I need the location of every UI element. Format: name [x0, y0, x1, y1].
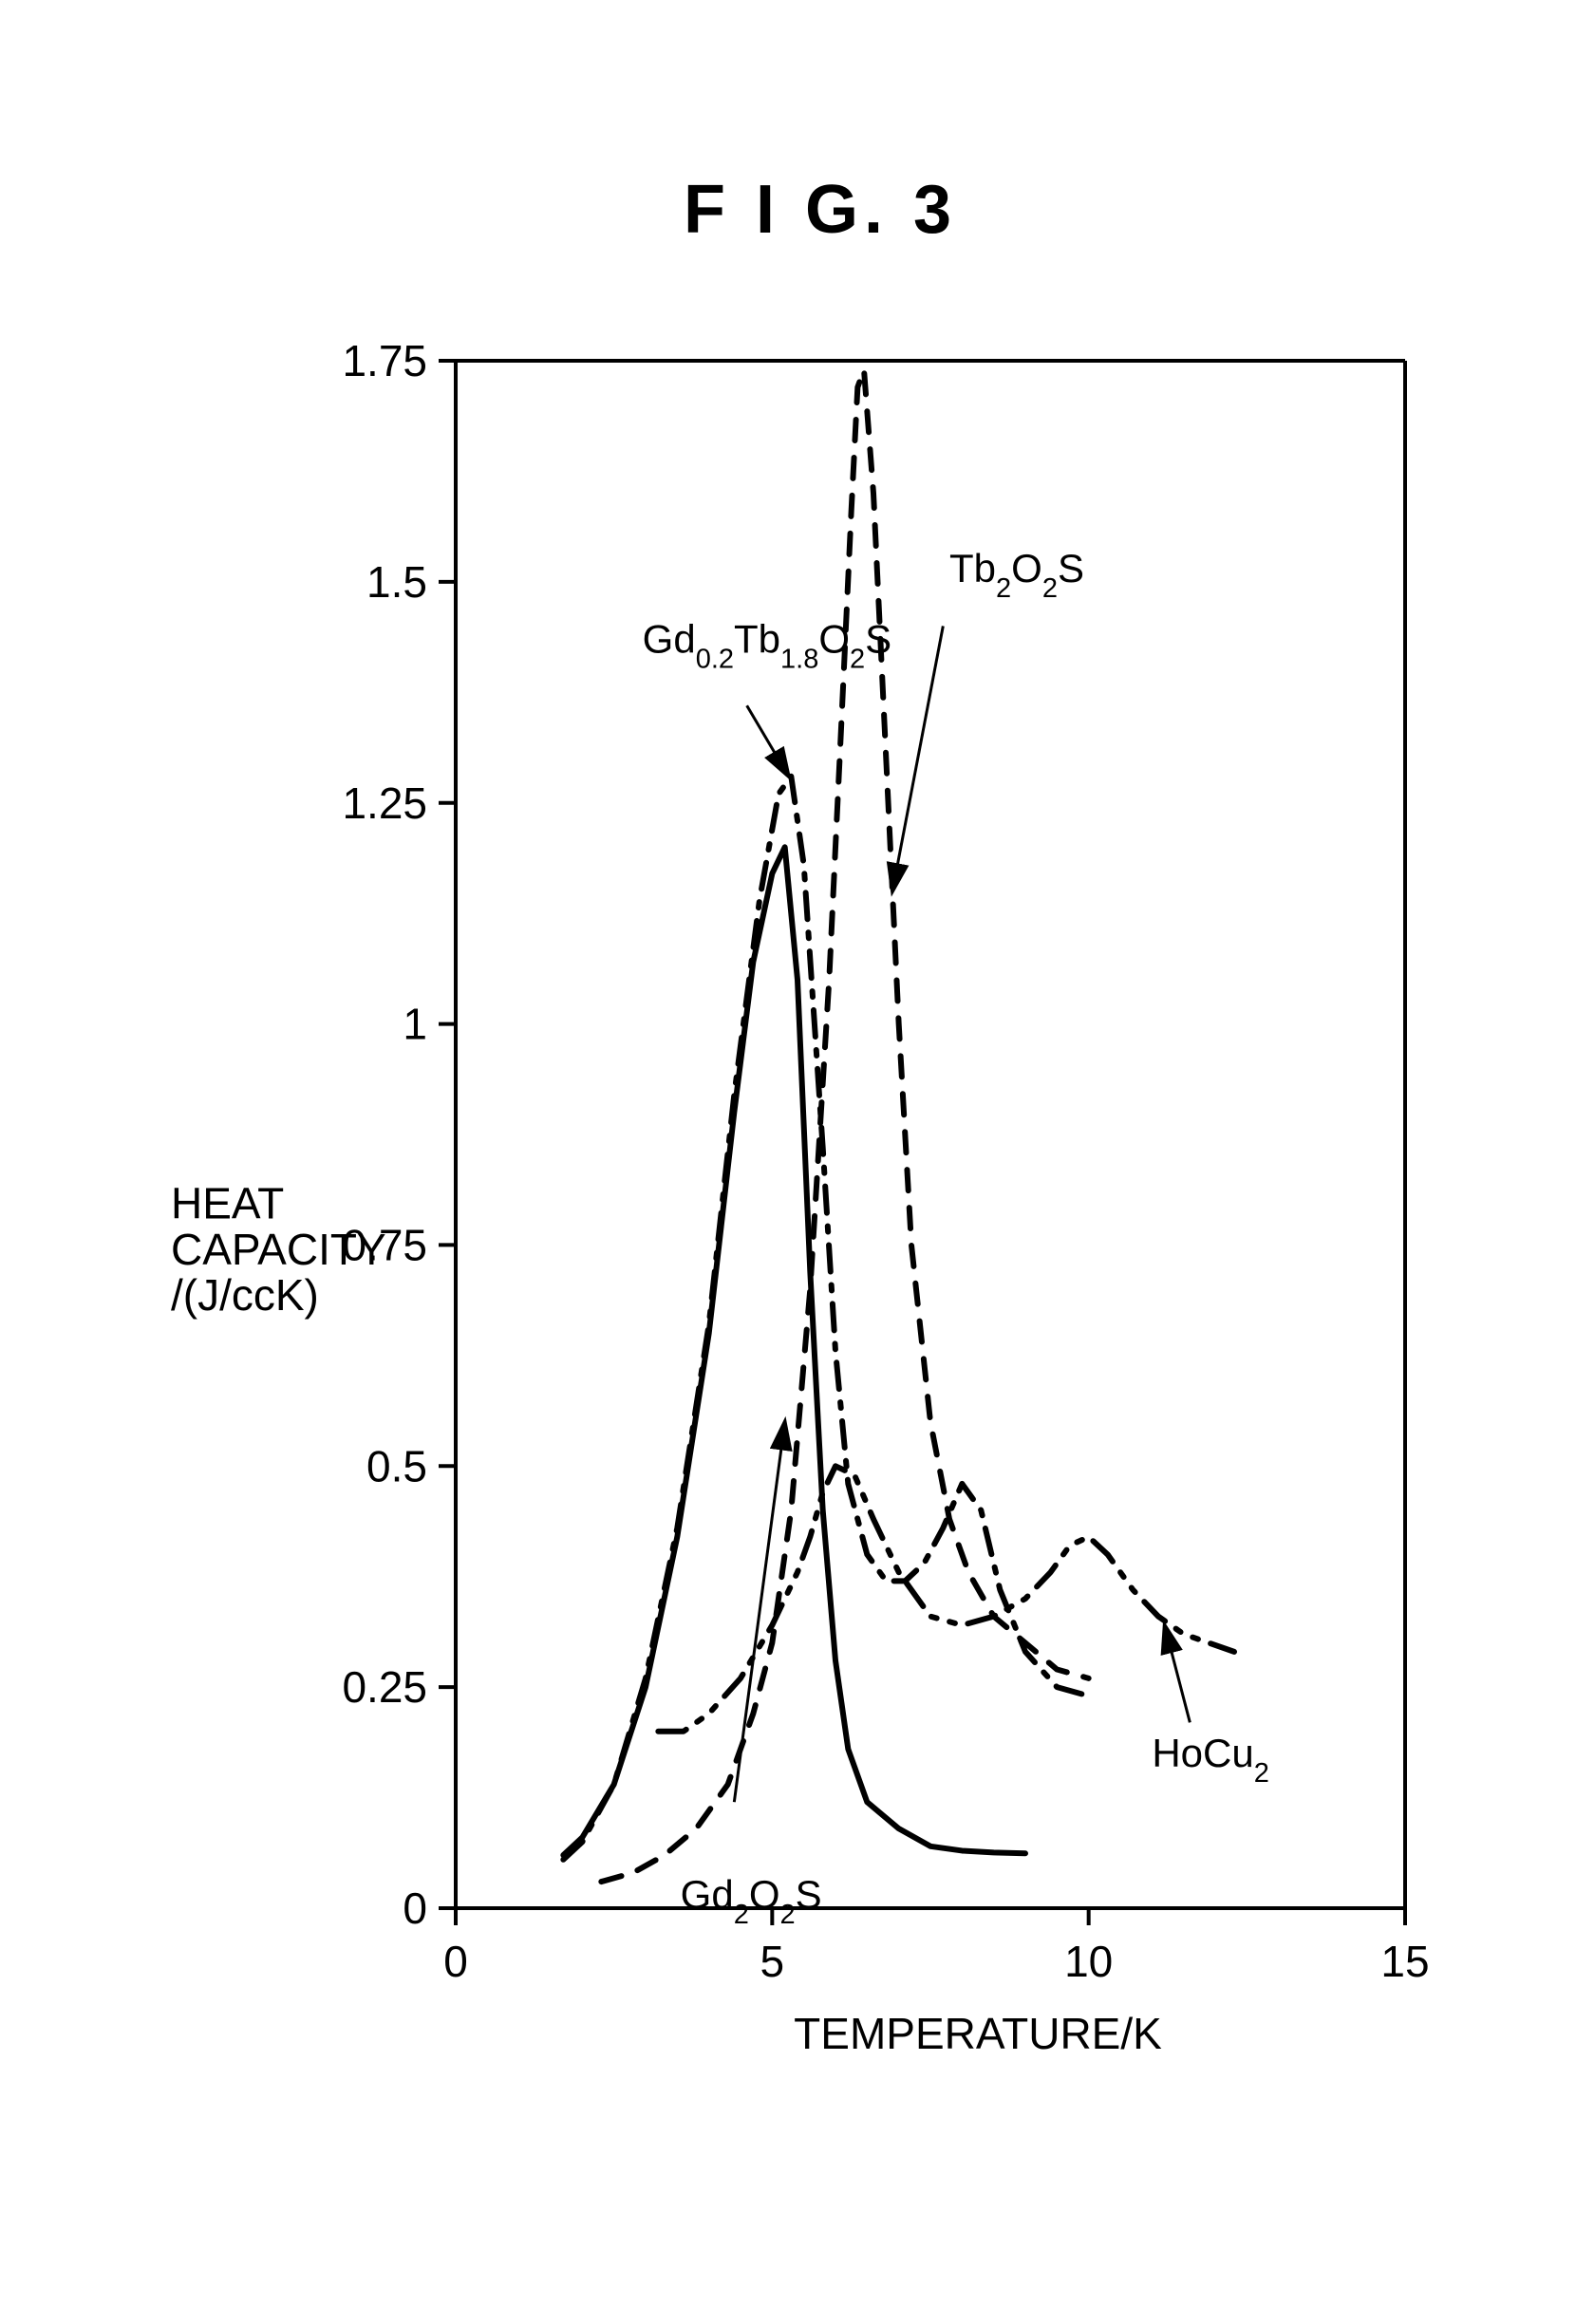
- x-axis-title: TEMPERATURE/K: [794, 2009, 1162, 2051]
- y-axis-title: HEATCAPACITY/(J/ccK): [171, 1178, 386, 1320]
- y-tick-label: 1: [403, 1000, 427, 1049]
- y-tick-label: 1.75: [342, 342, 427, 385]
- page-root: F I G. 3 05101500.250.50.7511.251.51.75T…: [0, 0, 1576, 2324]
- chart-container: 05101500.250.50.7511.251.51.75TEMPERATUR…: [104, 342, 1434, 2051]
- series-label: Gd0.2Tb1.8O2S: [643, 616, 892, 674]
- y-tick-label: 0.5: [366, 1441, 427, 1490]
- x-tick-label: 10: [1064, 1937, 1113, 1986]
- series-arrow-hocu2: [1165, 1625, 1191, 1722]
- series-gd2o2s: [563, 847, 1025, 1855]
- series-label: Gd2O2S: [681, 1872, 822, 1930]
- y-tick-label: 1.25: [342, 778, 427, 828]
- x-tick-label: 5: [760, 1937, 785, 1986]
- x-tick-label: 0: [443, 1937, 468, 1986]
- chart-svg: 05101500.250.50.7511.251.51.75TEMPERATUR…: [104, 342, 1434, 2051]
- series-tb2o2s: [601, 369, 1088, 1882]
- y-tick-label: 0.25: [342, 1662, 427, 1712]
- series-arrow-tb2o2s: [892, 626, 943, 890]
- series-hocu2: [658, 1466, 1234, 1731]
- y-tick-label: 1.5: [366, 557, 427, 607]
- figure-title: F I G. 3: [684, 171, 957, 249]
- series-label: Tb2O2S: [949, 546, 1084, 604]
- series-arrow-gd02tb18o2s: [747, 705, 789, 777]
- y-tick-label: 0: [403, 1884, 427, 1933]
- series-gd02tb18o2s: [563, 777, 1088, 1860]
- x-tick-label: 15: [1380, 1937, 1429, 1986]
- series-label: HoCu2: [1152, 1731, 1269, 1789]
